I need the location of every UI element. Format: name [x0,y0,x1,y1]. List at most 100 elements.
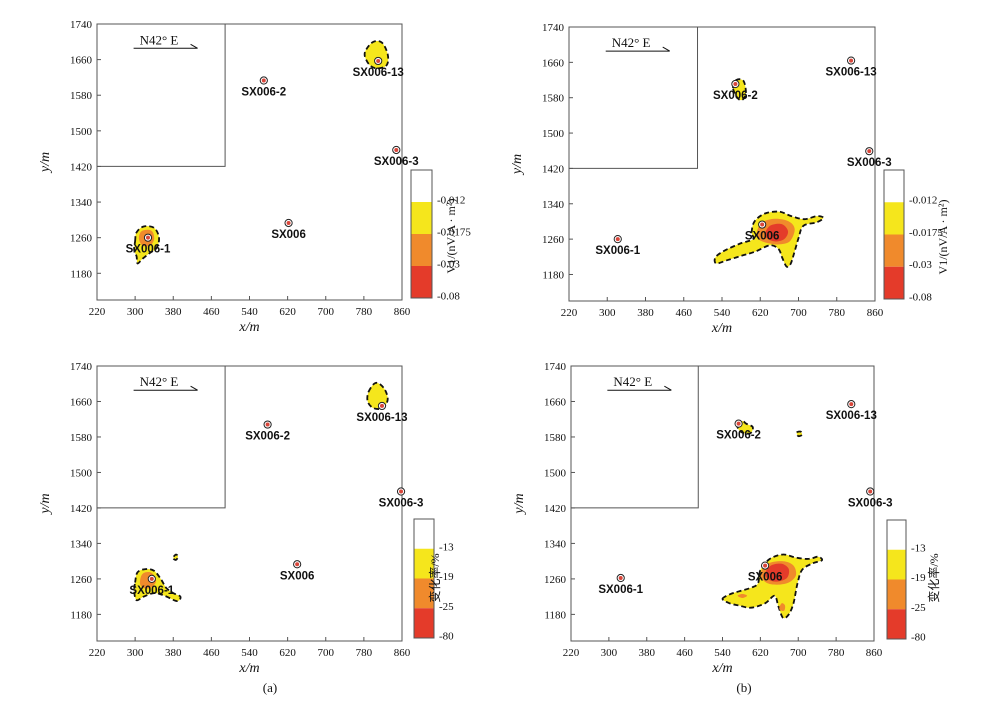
y-tick-label: 1340 [544,538,567,550]
x-tick-label: 300 [127,647,144,659]
x-tick-label: 620 [752,647,769,659]
colorbar-segment [884,202,904,235]
x-tick-label: 700 [318,306,335,318]
x-tick-label: 860 [866,647,883,659]
colorbar-title: V1/(nV/A · m²) [444,199,458,274]
y-tick-label: 1420 [70,503,93,515]
colorbar-segment [414,519,434,549]
well-marker-dot [733,82,738,87]
well-label: SX006-1 [595,245,640,257]
colorbar-segment [414,548,434,579]
y-axis-label: y/m [38,152,53,174]
x-tick-label: 220 [563,647,580,659]
colorbar-tick-label: -0.03 [437,258,460,270]
y-tick-label: 1340 [70,197,93,209]
well-label: SX006 [280,570,315,582]
x-tick-label: 860 [394,647,411,659]
well-label: SX006-3 [379,498,424,510]
contour-anomalies [713,78,825,268]
contour-anomalies [133,40,390,265]
y-tick-label: 1580 [70,432,93,444]
x-axis-label: x/m [711,661,732,676]
x-tick-label: 300 [127,306,144,318]
colorbar-tick-label: -0.0175 [437,226,471,238]
direction-arrow-icon [133,385,198,391]
x-tick-label: 700 [790,307,807,319]
y-tick-label: 1660 [70,55,93,67]
colorbar-segment [887,579,906,610]
colorbar-frame [883,169,905,300]
colorbar-segment [411,202,432,234]
panel-a-top-contour-map: N42° E 220 300 380 460 540 620 700 780 860 1180 126… [38,19,471,335]
well-marker-dot [286,220,291,225]
x-tick-label: 460 [203,306,220,318]
colorbar-tick-label: -19 [439,571,454,583]
colorbar-segment [887,520,906,550]
colorbar-segment [414,608,434,638]
x-tick-label: 620 [279,647,296,659]
y-tick-label: 1180 [70,268,92,280]
y-tick-label: 1660 [542,57,565,69]
well-marker-dot [868,489,873,494]
inset-block-outline [97,366,226,509]
well-marker-dot [618,576,623,581]
well-marker-dot [295,562,300,567]
y-tick-label: 1180 [544,609,566,621]
well-label: SX006-13 [356,412,407,424]
x-tick-label: 220 [89,647,106,659]
x-tick-label: 540 [241,306,258,318]
anomaly-contour-level-2 [721,553,824,620]
colorbar-title: V1/(nV/A · m²) [936,200,950,275]
y-axis-label: y/m [38,493,53,515]
well-label: SX006-13 [826,67,877,79]
x-tick-label: 780 [356,647,373,659]
well-label: SX006 [745,231,780,243]
direction-arrow-icon [607,385,672,391]
x-tick-label: 620 [752,307,769,319]
colorbar-tick-label: -13 [439,541,454,553]
x-tick-label: 380 [165,647,182,659]
y-axis-label: y/m [512,493,527,515]
well-marker-dot [149,576,154,581]
direction-label: N42° E [140,374,179,389]
y-tick-label: 1740 [542,22,565,34]
colorbar-title: 变化率/% [427,553,442,602]
y-tick-label: 1740 [70,19,93,31]
y-tick-label: 1420 [542,163,565,175]
colorbar-segment [411,266,432,298]
x-tick-label: 860 [394,306,411,318]
contour-anomalies [721,420,824,620]
well-marker-dot [736,421,741,426]
inset-block-outline [97,24,226,167]
well-label: SX006-1 [598,584,643,596]
contour-anomalies [133,381,389,602]
well-label: SX006-2 [716,430,761,442]
y-tick-label: 1500 [544,467,567,479]
y-tick-label: 1500 [70,467,93,479]
x-tick-label: 300 [601,647,618,659]
colorbar-frame [886,519,907,640]
x-tick-label: 380 [637,307,654,319]
y-tick-label: 1260 [542,234,565,246]
x-tick-label: 220 [561,307,578,319]
well-label: SX006-2 [245,431,290,443]
x-axis-label: x/m [238,320,259,335]
well-marker-dot [867,149,872,154]
colorbar-segment [414,578,434,609]
well-marker-dot [261,78,266,83]
panel-b-bottom-contour-map: N42° E 220 300 380 460 540 620 700 780 860 1180 126… [512,361,941,676]
colorbar-frame [410,169,433,299]
colorbar-segment [411,170,432,202]
x-tick-label: 780 [828,647,845,659]
colorbar-frame [413,518,435,639]
colorbar-tick-label: -25 [439,601,454,613]
inset-block-outline [571,366,699,509]
x-tick-label: 540 [714,307,731,319]
x-tick-label: 460 [203,647,220,659]
y-tick-label: 1580 [542,93,565,105]
x-tick-label: 700 [790,647,807,659]
well-label: SX006-13 [826,410,877,422]
x-tick-label: 460 [676,647,693,659]
well-label: SX006-3 [374,156,419,168]
y-tick-label: 1740 [544,361,567,373]
